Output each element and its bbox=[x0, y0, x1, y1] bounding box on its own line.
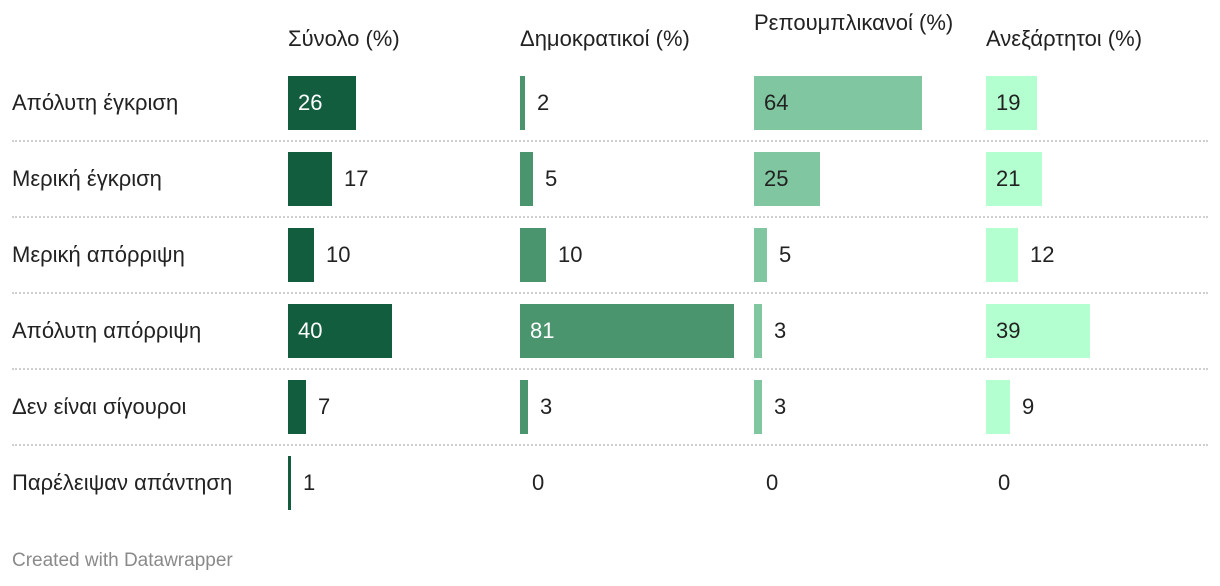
data-label: 1 bbox=[303, 470, 316, 495]
data-label: 0 bbox=[766, 470, 779, 495]
footer-credit: Created with Datawrapper bbox=[12, 550, 233, 571]
data-label: 0 bbox=[532, 470, 545, 495]
bar bbox=[520, 380, 528, 434]
bar bbox=[288, 152, 332, 206]
data-label: 17 bbox=[344, 166, 369, 191]
data-label: 26 bbox=[298, 90, 323, 115]
data-label: 40 bbox=[298, 318, 323, 343]
data-label: 19 bbox=[996, 90, 1021, 115]
row-label: Παρέλειψαν απάντηση bbox=[12, 470, 233, 495]
row-label: Μερική έγκριση bbox=[12, 166, 162, 191]
column-header: Σύνολο (%) bbox=[288, 26, 400, 51]
bar bbox=[288, 380, 306, 434]
row-label: Απόλυτη έγκριση bbox=[12, 90, 179, 115]
column-header: Ρεπουμπλικανοί (%) bbox=[754, 10, 954, 35]
row-label: Δεν είναι σίγουροι bbox=[12, 394, 187, 419]
bar bbox=[520, 304, 734, 358]
data-label: 12 bbox=[1030, 242, 1055, 267]
row-label: Απόλυτη απόρριψη bbox=[12, 318, 202, 343]
bar bbox=[986, 380, 1010, 434]
data-label: 10 bbox=[326, 242, 351, 267]
bar bbox=[754, 304, 762, 358]
bar bbox=[288, 228, 314, 282]
data-label: 2 bbox=[537, 90, 550, 115]
data-label: 0 bbox=[998, 470, 1011, 495]
data-label: 9 bbox=[1022, 394, 1035, 419]
bar bbox=[754, 228, 767, 282]
bar bbox=[986, 76, 1037, 130]
bar bbox=[754, 152, 820, 206]
data-label: 81 bbox=[530, 318, 555, 343]
bar bbox=[520, 76, 525, 130]
data-label: 21 bbox=[996, 166, 1021, 191]
bar bbox=[288, 304, 392, 358]
bar bbox=[288, 456, 291, 510]
row-separator bbox=[12, 368, 1208, 370]
row-separator bbox=[12, 444, 1208, 446]
bar bbox=[986, 228, 1018, 282]
row-label: Μερική απόρριψη bbox=[12, 242, 185, 267]
bar bbox=[754, 76, 922, 130]
bar bbox=[986, 304, 1090, 358]
data-label: 39 bbox=[996, 318, 1021, 343]
column-header: Ανεξάρτητοι (%) bbox=[986, 26, 1143, 51]
bar bbox=[520, 228, 546, 282]
data-label: 3 bbox=[774, 394, 787, 419]
data-label: 25 bbox=[764, 166, 789, 191]
bar bbox=[754, 380, 762, 434]
bar bbox=[520, 152, 533, 206]
bar bbox=[986, 152, 1042, 206]
data-label: 7 bbox=[318, 394, 331, 419]
column-header: Δημοκρατικοί (%) bbox=[520, 26, 690, 51]
data-label: 3 bbox=[540, 394, 553, 419]
row-separator bbox=[12, 216, 1208, 218]
data-label: 10 bbox=[558, 242, 583, 267]
data-label: 5 bbox=[779, 242, 792, 267]
row-separator bbox=[12, 140, 1208, 142]
data-label: 3 bbox=[774, 318, 787, 343]
data-label: 5 bbox=[545, 166, 558, 191]
bar bbox=[288, 76, 356, 130]
data-label: 64 bbox=[764, 90, 789, 115]
row-separator bbox=[12, 292, 1208, 294]
